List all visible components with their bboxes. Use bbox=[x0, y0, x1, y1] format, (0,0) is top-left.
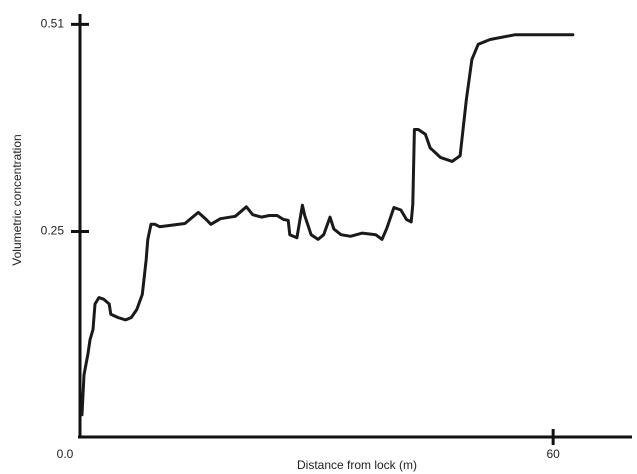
y-axis-title: Volumetric concentration bbox=[10, 134, 24, 265]
y-tick-label: 0.51 bbox=[41, 17, 65, 31]
y-tick-label: 0.25 bbox=[41, 224, 65, 238]
data-line bbox=[80, 33, 575, 417]
x-tick-label: 0.0 bbox=[57, 447, 74, 461]
x-axis-title: Distance from lock (m) bbox=[297, 458, 417, 472]
x-tick-label: 60 bbox=[546, 447, 560, 461]
